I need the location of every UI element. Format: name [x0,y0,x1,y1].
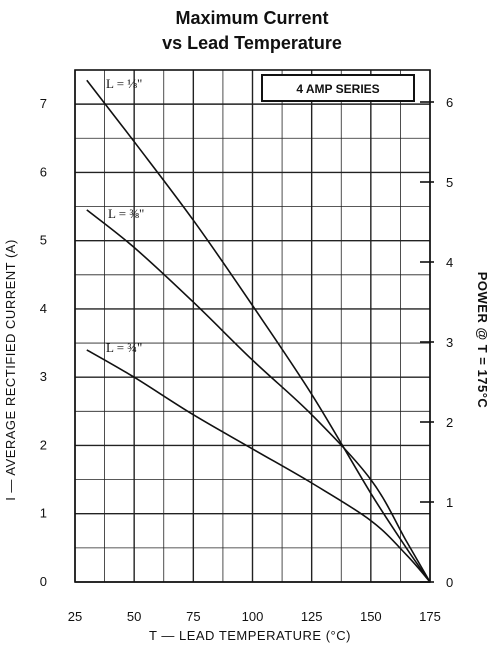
series-line-2 [86,209,431,583]
chart-title-line2: vs Lead Temperature [162,33,342,53]
y-right-axis-label: POWER @ T = 175°C [475,272,490,409]
y-tick-label: 7 [40,96,47,111]
series-tag-box [261,74,415,102]
series-label-3: L = ¾" [106,340,142,355]
y-right-tick-label: 0 [446,575,453,590]
y-tick-label: 3 [40,369,47,384]
x-tick-label: 25 [68,609,82,624]
y-right-tick-label: 1 [446,495,453,510]
series-line-1 [86,79,431,583]
curves [86,79,431,583]
x-tick-label: 150 [360,609,382,624]
y-tick-labels: 0 1 2 3 4 5 6 7 [40,96,47,589]
y-right-tick-label: 6 [446,95,453,110]
y-right-tick-label: 5 [446,175,453,190]
series-label-2: L = ⅜" [108,206,144,221]
y-tick-label: 0 [40,574,47,589]
y-axis-label: I — AVERAGE RECTIFIED CURRENT (A) [3,239,18,501]
chart-title-line1: Maximum Current [175,8,328,28]
y-tick-label: 5 [40,233,47,248]
y-tick-label: 1 [40,506,47,521]
x-tick-label: 175 [419,609,441,624]
series-tag: 4 AMP SERIES [296,82,379,96]
y-tick-label: 4 [40,301,47,316]
y-tick-label: 2 [40,437,47,452]
y-right-tick-label: 2 [446,415,453,430]
x-tick-label: 100 [242,609,264,624]
series-line-3 [86,349,431,583]
x-tick-label: 75 [186,609,200,624]
y-right-tick-label: 4 [446,255,453,270]
plot-frame [74,69,431,583]
grid [74,69,431,583]
x-axis-label: T — LEAD TEMPERATURE (°C) [149,628,351,643]
y-right-tick-labels: 0 1 2 3 4 5 6 [420,95,453,590]
x-tick-label: 125 [301,609,323,624]
x-tick-labels: 25 50 75 100 125 150 175 [68,609,441,624]
x-tick-label: 50 [127,609,141,624]
y-right-tick-label: 3 [446,335,453,350]
y-tick-label: 6 [40,164,47,179]
series-label-1: L = ⅛" [106,76,142,91]
